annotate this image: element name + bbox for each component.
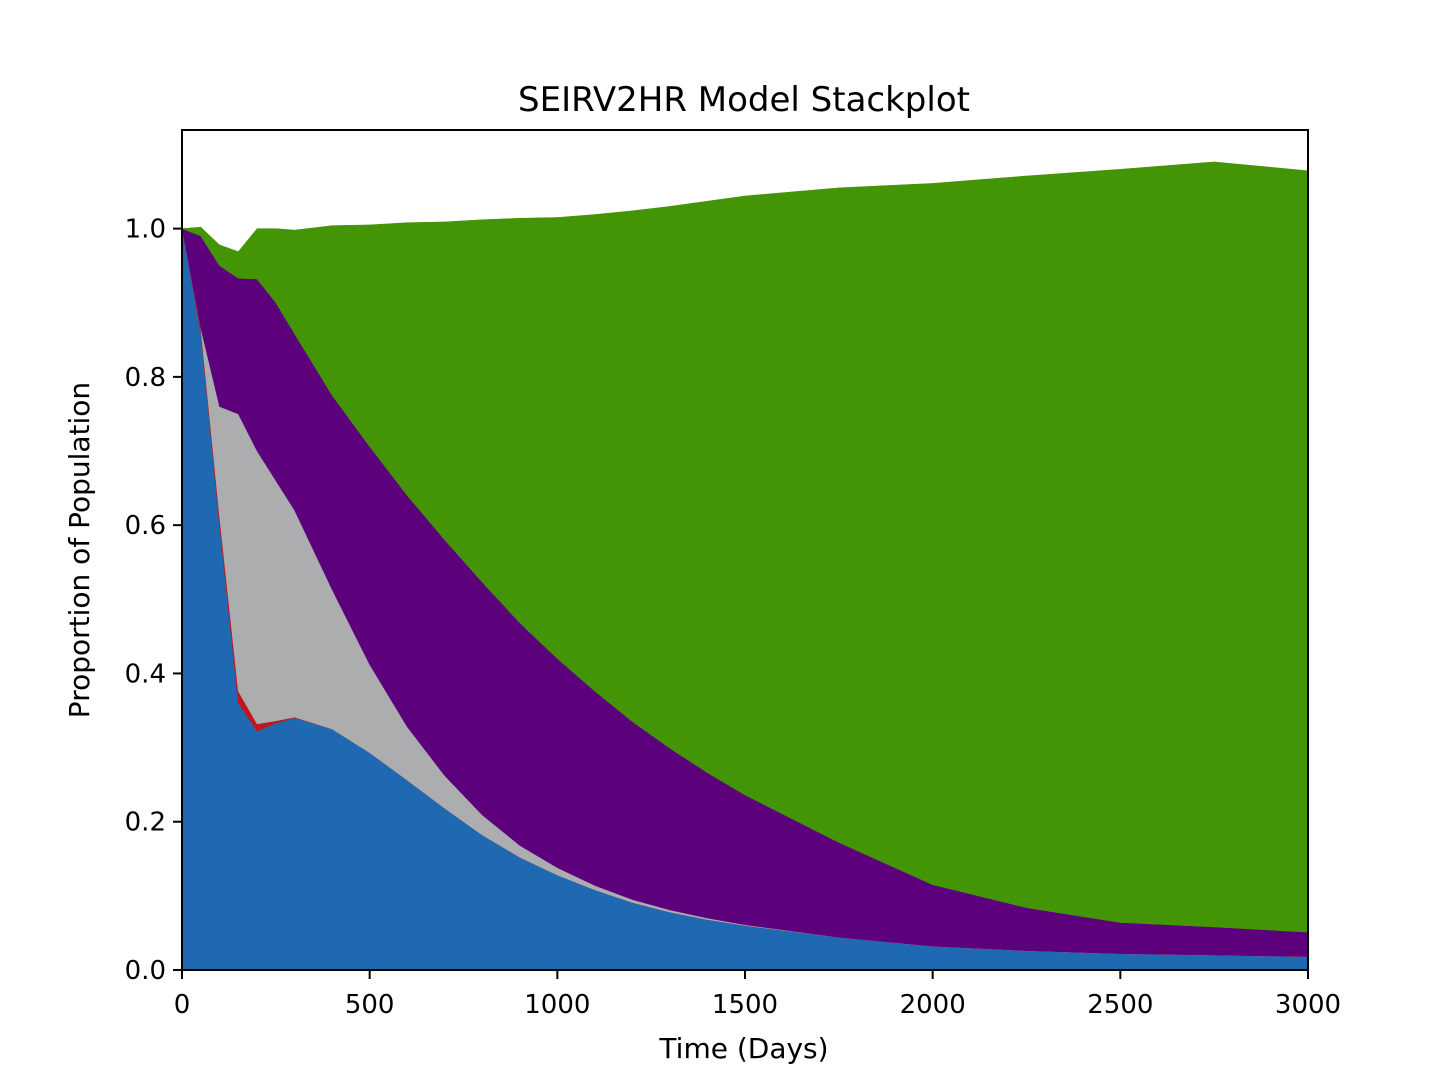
chart-title: SEIRV2HR Model Stackplot	[518, 80, 970, 120]
y-tick-label: 0.0	[125, 956, 166, 986]
y-tick-label: 1.0	[125, 215, 166, 245]
x-axis-label: Time (Days)	[658, 1032, 828, 1065]
y-axis-label: Proportion of Population	[63, 382, 96, 718]
y-tick-label: 0.6	[125, 511, 166, 541]
stack-areas	[181, 161, 1309, 971]
x-tick-label: 2500	[1087, 990, 1153, 1020]
x-tick-label: 0	[174, 990, 191, 1020]
x-tick-label: 1500	[712, 990, 778, 1020]
y-tick-label: 0.4	[125, 659, 166, 689]
x-axis-ticks: 0 500 1000 1500 2000 2500 3000	[174, 970, 1341, 1020]
y-tick-label: 0.2	[125, 808, 166, 838]
x-tick-label: 2000	[900, 990, 966, 1020]
x-tick-label: 500	[345, 990, 395, 1020]
x-tick-label: 3000	[1275, 990, 1341, 1020]
y-tick-label: 0.8	[125, 363, 166, 393]
y-axis-ticks: 0.0 0.2 0.4 0.6 0.8 1.0	[125, 215, 182, 986]
x-tick-label: 1000	[524, 990, 590, 1020]
